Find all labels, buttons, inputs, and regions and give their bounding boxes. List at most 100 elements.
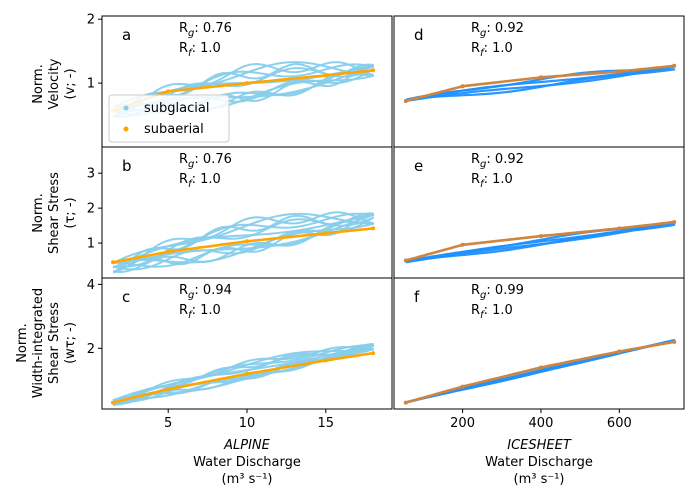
panel-b-subaerial-point-0 <box>111 260 115 265</box>
panel-d-subaerial-point-1 <box>460 84 465 89</box>
panel-d-rf-label: Rf: 1.0 <box>471 41 513 59</box>
ylabel-row-2-line-0: Norm. <box>15 323 30 363</box>
xlabel-col-0: ALPINE Water Discharge (m³ s⁻¹) <box>193 438 301 487</box>
panel-d-subaerial-point-4 <box>672 63 677 68</box>
panel-c: 2 4 5 10 15 c Rg: 0.94 Rf: 1.0 <box>87 277 393 431</box>
ylabel-row-0-line-0: Norm. <box>31 64 46 104</box>
legend-box <box>108 94 230 143</box>
panel-c-xtick-label-1: 10 <box>239 416 256 431</box>
panel-a-rf-label: Rf: 1.0 <box>179 41 221 59</box>
panel-b-subaerial-point-1 <box>166 249 171 254</box>
panel-a-subaerial-point-1 <box>166 89 171 94</box>
panel-c-subglacial-loop-5 <box>112 343 375 407</box>
panel-a-ytick-label-0: 1 <box>87 77 95 92</box>
panel-f-subaerial-point-0 <box>403 400 408 405</box>
panel-e-rf-label: Rf: 1.0 <box>471 172 513 190</box>
panel-a-ytick-label-1: 2 <box>87 13 95 28</box>
panel-b-ytick-label-1: 2 <box>87 202 95 217</box>
panel-f-subaerial-point-3 <box>617 349 622 354</box>
panel-b-letter: b <box>122 157 132 175</box>
ylabel-row-0: Norm. Velocity (v; -) <box>31 58 78 109</box>
panel-d-letter: d <box>414 26 424 44</box>
panel-e-letter: e <box>414 157 423 175</box>
panel-b-subglacial-loop-3 <box>112 216 375 271</box>
panel-e-subaerial-point-0 <box>403 258 408 263</box>
legend-label-subaerial: subaerial <box>144 122 204 137</box>
panel-c-subaerial-curve <box>111 351 375 404</box>
panel-e-subglacial-loop-1 <box>404 223 676 263</box>
panel-b-subaerial-curve <box>111 227 375 264</box>
panel-a-rg-label: Rg: 0.76 <box>179 21 232 39</box>
xlabel-col-1: ICESHEET Water Discharge (m³ s⁻¹) <box>485 438 593 487</box>
panel-f: 200 400 600 f Rg: 0.99 Rf: 1.0 <box>393 277 685 431</box>
xlabel-col-1-line-0: ICESHEET <box>507 438 572 453</box>
panel-f-frame <box>393 277 685 410</box>
ylabel-row-1-line-0: Norm. <box>31 193 46 233</box>
panel-b-subaerial-point-3 <box>323 231 328 236</box>
panel-b-subglacial-loop-4 <box>112 211 375 273</box>
panel-e: e Rg: 0.92 Rf: 1.0 <box>393 146 685 279</box>
panel-d-plot <box>403 63 677 103</box>
panel-c-letter: c <box>122 288 130 306</box>
panel-c-xtick-label-0: 5 <box>164 416 172 431</box>
panel-c-rg-label: Rg: 0.94 <box>179 283 232 301</box>
xlabel-col-1-line-2: (m³ s⁻¹) <box>514 472 565 487</box>
legend: subglacial subaerial <box>108 94 230 143</box>
panel-c-subaerial-point-3 <box>323 358 328 363</box>
panel-c-rf-label: Rf: 1.0 <box>179 303 221 321</box>
panel-e-rg-label: Rg: 0.92 <box>471 152 524 170</box>
panel-a-subaerial-point-2 <box>245 81 249 86</box>
panels: 1 2 a Rg: 0.76 Rf: 1.0 d Rg: 0.92 Rf: 1.0 1 2 3 b Rg… <box>87 13 685 431</box>
ylabel-row-0-line-1: Velocity <box>47 58 62 109</box>
xlabel-col-0-line-0: ALPINE <box>223 438 271 453</box>
panel-c-subaerial-point-0 <box>111 400 115 405</box>
panel-c-ytick-label-1: 4 <box>87 278 95 293</box>
panel-e-plot <box>403 220 677 264</box>
ylabel-row-2-line-2: Shear Stress <box>47 302 62 384</box>
panel-f-plot <box>403 338 677 405</box>
legend-marker-subaerial <box>123 126 129 132</box>
panel-c-subaerial-point-1 <box>166 387 171 392</box>
xlabel-col-1-line-1: Water Discharge <box>485 455 593 470</box>
panel-c-ytick-label-0: 2 <box>87 342 95 357</box>
panel-b-ytick-label-0: 1 <box>87 237 95 252</box>
panel-f-letter: f <box>414 288 420 306</box>
panel-b-subaerial-point-4 <box>371 226 376 231</box>
xlabel-col-0-line-2: (m³ s⁻¹) <box>222 472 273 487</box>
panel-b-ytick-label-2: 3 <box>87 167 95 182</box>
panel-b-plot <box>111 211 376 274</box>
panel-f-rg-label: Rg: 0.99 <box>471 283 524 301</box>
panel-e-subaerial-point-2 <box>539 234 543 239</box>
panel-d: d Rg: 0.92 Rf: 1.0 <box>393 15 685 148</box>
panel-f-subaerial-point-4 <box>672 339 677 344</box>
panel-e-subaerial-point-4 <box>672 220 677 225</box>
panel-c-subglacial-loop-4 <box>112 346 375 406</box>
panel-e-subaerial-point-3 <box>617 226 622 231</box>
panel-f-xtick-label-1: 400 <box>529 416 554 431</box>
panel-b-rg-label: Rg: 0.76 <box>179 152 232 170</box>
panel-b: 1 2 3 b Rg: 0.76 Rf: 1.0 <box>87 146 393 279</box>
panel-d-subaerial-point-3 <box>617 69 622 74</box>
panel-d-subglacial-loop-1 <box>404 68 676 101</box>
panel-b-subaerial-point-2 <box>245 239 249 244</box>
panel-c-subaerial-point-2 <box>245 371 249 376</box>
panel-f-xtick-label-0: 200 <box>450 416 475 431</box>
panel-f-subaerial-point-2 <box>539 365 543 370</box>
ylabel-row-2: Norm. Width-integrated Shear Stress (wτ;… <box>15 288 78 398</box>
panel-c-plot <box>111 343 376 407</box>
legend-label-subglacial: subglacial <box>144 101 209 116</box>
ylabel-row-1: Norm. Shear Stress (τ; -) <box>31 172 78 254</box>
panel-f-xtick-label-2: 600 <box>607 416 632 431</box>
panel-a-subaerial-point-3 <box>323 73 328 78</box>
ylabel-row-1-line-2: (τ; -) <box>63 197 78 228</box>
panel-d-subaerial-point-0 <box>403 99 408 103</box>
panel-b-rf-label: Rf: 1.0 <box>179 172 221 190</box>
panel-f-rf-label: Rf: 1.0 <box>471 303 513 321</box>
panel-c-xtick-label-2: 15 <box>318 416 335 431</box>
ylabel-row-2-line-3: (wτ; -) <box>63 322 78 364</box>
ylabel-row-0-line-2: (v; -) <box>63 68 78 99</box>
panel-e-subaerial-point-1 <box>460 242 465 247</box>
panel-a-subaerial-point-4 <box>371 68 376 73</box>
panel-d-subaerial-point-2 <box>539 75 543 80</box>
